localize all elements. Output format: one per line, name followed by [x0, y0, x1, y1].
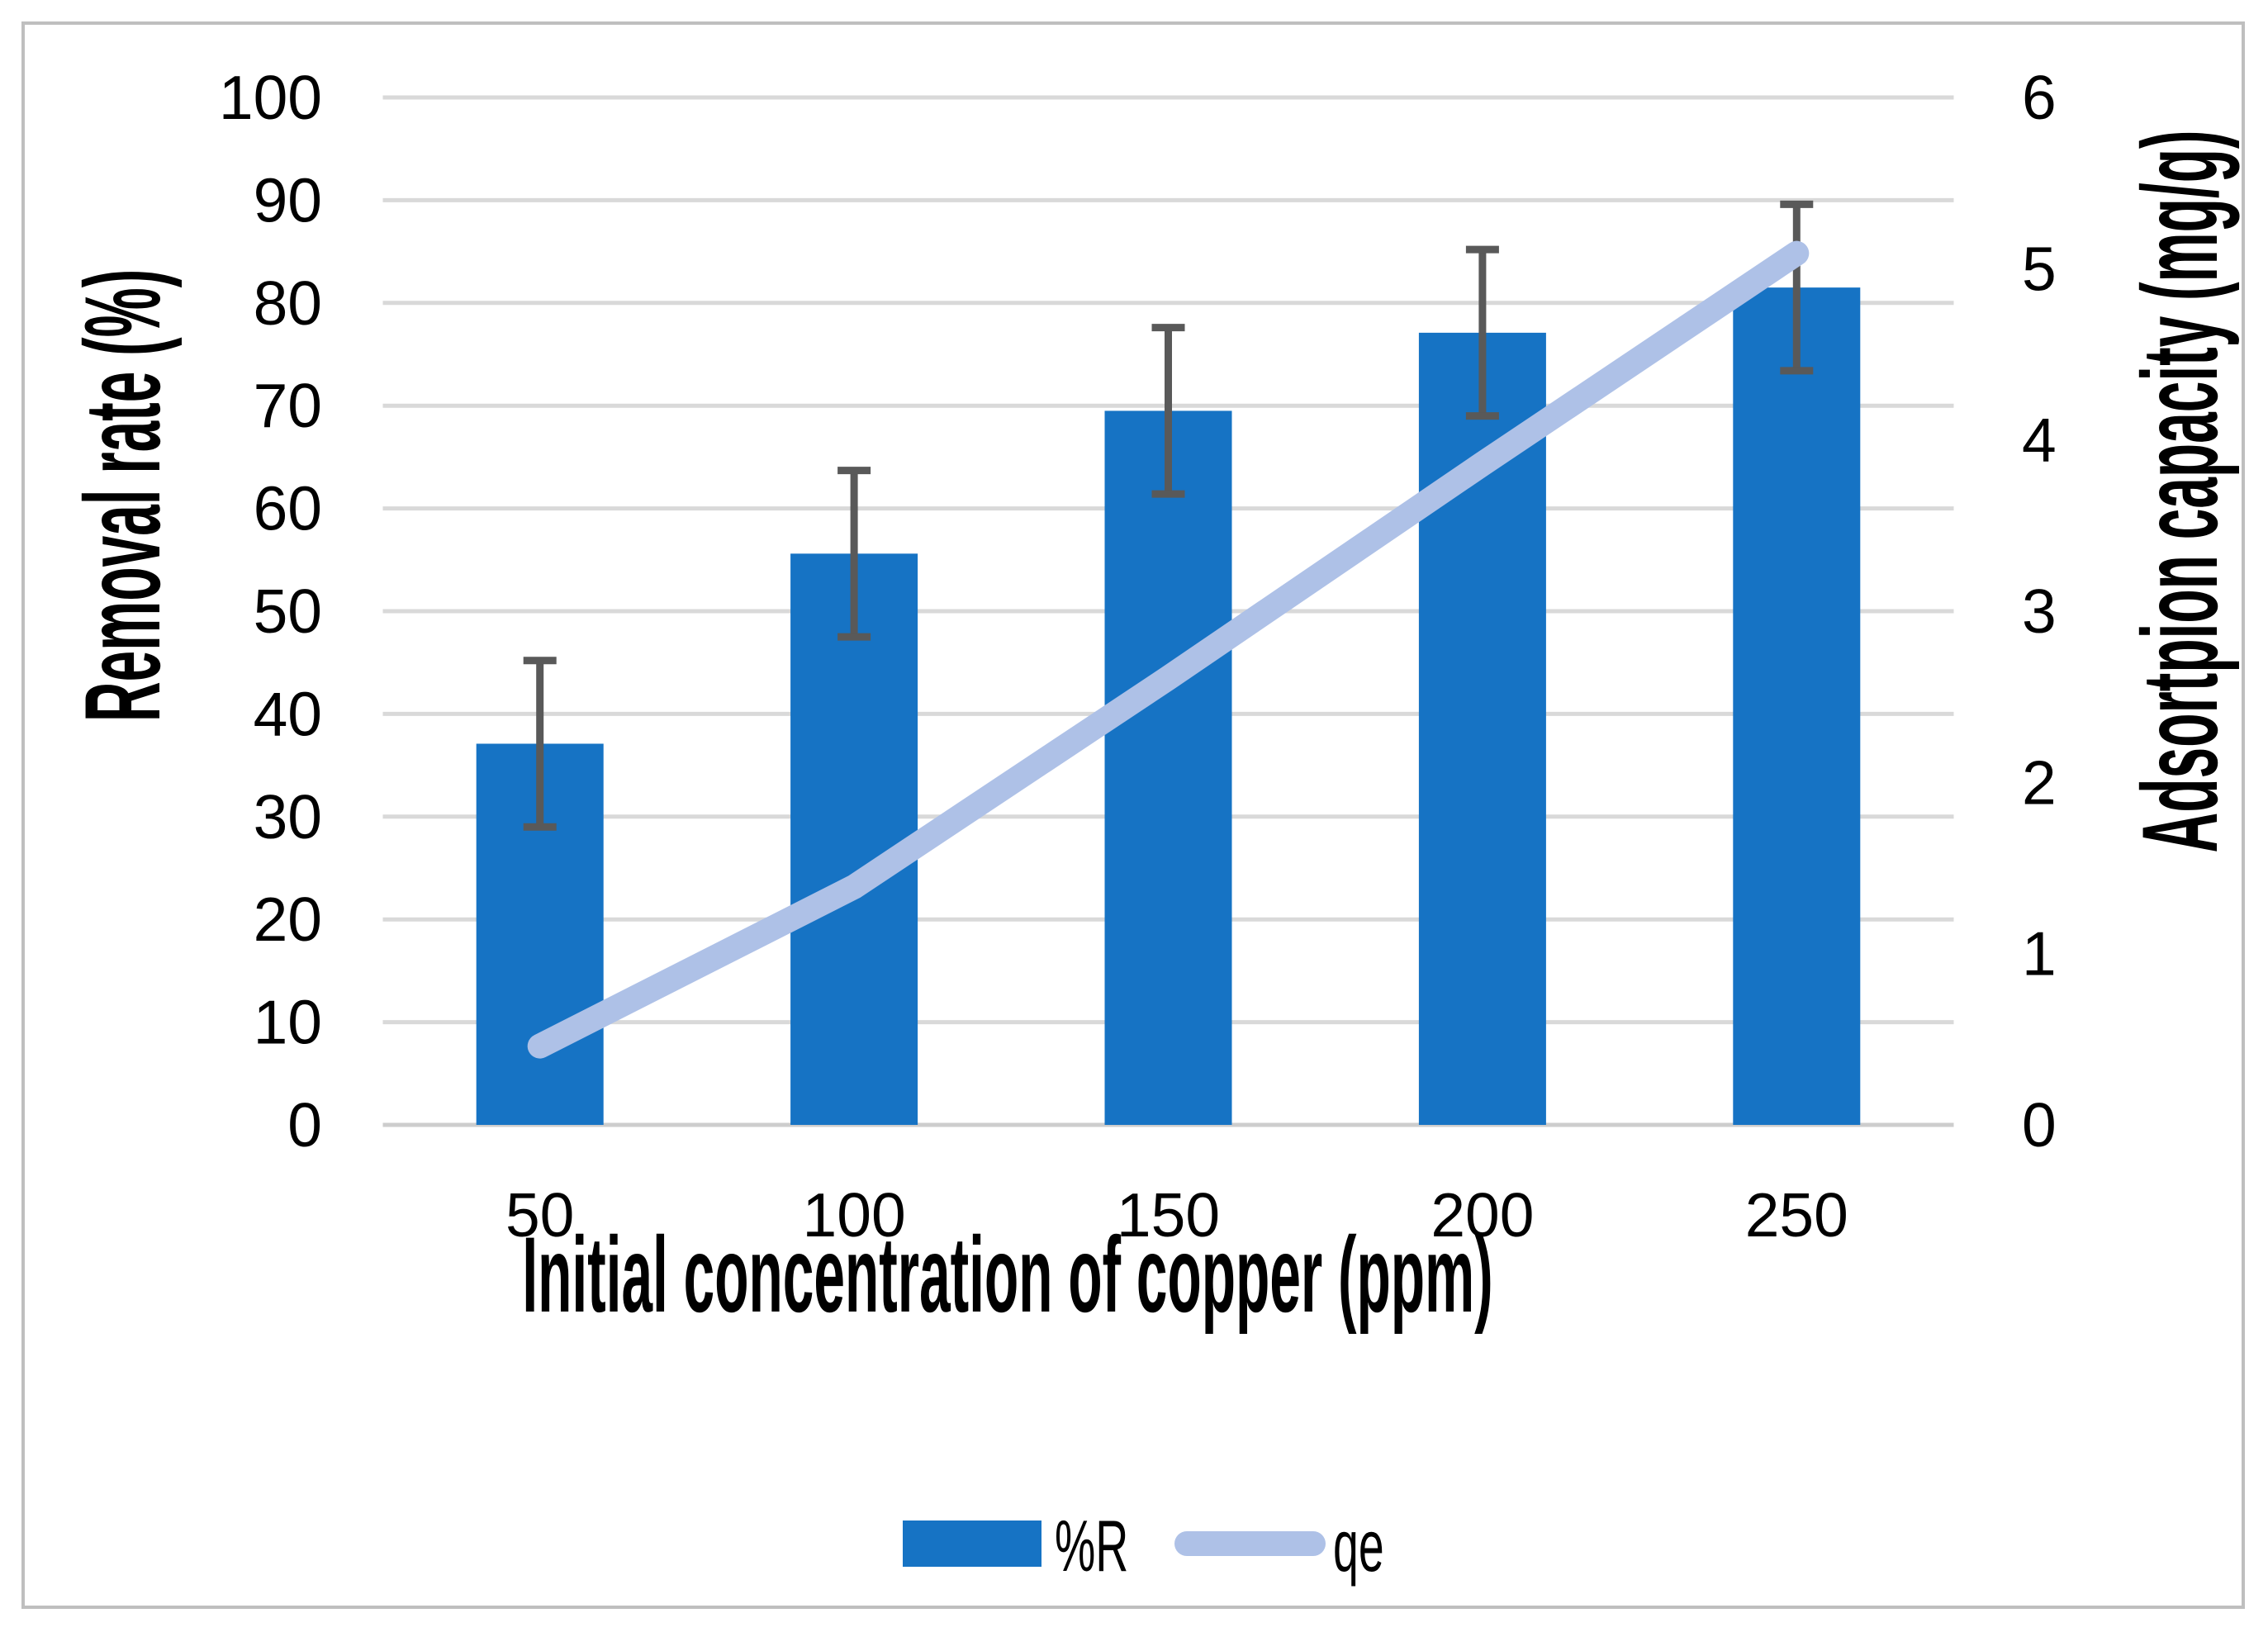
left-tick-label: 40	[254, 679, 322, 748]
left-tick-label: 10	[254, 988, 322, 1057]
legend-label-line: qe	[1333, 1505, 1384, 1587]
legend: %R qe	[903, 1505, 1384, 1587]
right-tick-label: 3	[2022, 576, 2057, 646]
bar	[790, 553, 918, 1125]
x-tick-label: 200	[1431, 1180, 1534, 1250]
x-tick-label: 50	[505, 1180, 574, 1250]
left-tick-label: 0	[287, 1090, 322, 1160]
right-tick-label: 5	[2022, 234, 2057, 303]
right-axis-tick-labels: 0 1 2 3 4 5 6	[2022, 63, 2057, 1160]
left-tick-label: 20	[254, 885, 322, 954]
chart-border	[21, 21, 2245, 1609]
right-tick-label: 0	[2022, 1090, 2057, 1160]
x-tick-label: 250	[1745, 1180, 1848, 1250]
x-tick-label: 100	[803, 1180, 906, 1250]
left-axis-tick-labels: 0 10 20 30 40 50 60 70 80 90 100	[219, 63, 322, 1160]
left-tick-label: 100	[219, 63, 322, 132]
left-axis-title: Removal rate (%)	[62, 269, 183, 722]
right-tick-label: 1	[2022, 919, 2057, 989]
right-tick-label: 4	[2022, 406, 2057, 475]
bar	[1733, 287, 1861, 1125]
legend-bar-swatch-icon	[903, 1521, 1041, 1567]
x-axis-title: Initial concentration of copper (ppm)	[522, 1214, 1492, 1335]
line-series	[527, 240, 1810, 1059]
right-tick-label: 6	[2022, 63, 2057, 132]
left-tick-label: 30	[254, 782, 322, 852]
right-axis-title: Adsortpion capacity (mg/g)	[2119, 130, 2240, 853]
qe-line	[527, 240, 1810, 1059]
left-tick-label: 60	[254, 474, 322, 543]
left-tick-label: 50	[254, 576, 322, 646]
error-bars	[523, 200, 1814, 831]
left-tick-label: 80	[254, 268, 322, 338]
legend-label-bar: %R	[1055, 1505, 1128, 1587]
bar	[1104, 410, 1232, 1125]
left-tick-label: 90	[254, 165, 322, 235]
right-tick-label: 2	[2022, 747, 2057, 817]
left-tick-label: 70	[254, 371, 322, 440]
gridlines	[382, 95, 1954, 1127]
x-tick-label: 150	[1117, 1180, 1220, 1250]
x-axis-tick-labels: 50 100 150 200 250	[505, 1180, 1848, 1250]
